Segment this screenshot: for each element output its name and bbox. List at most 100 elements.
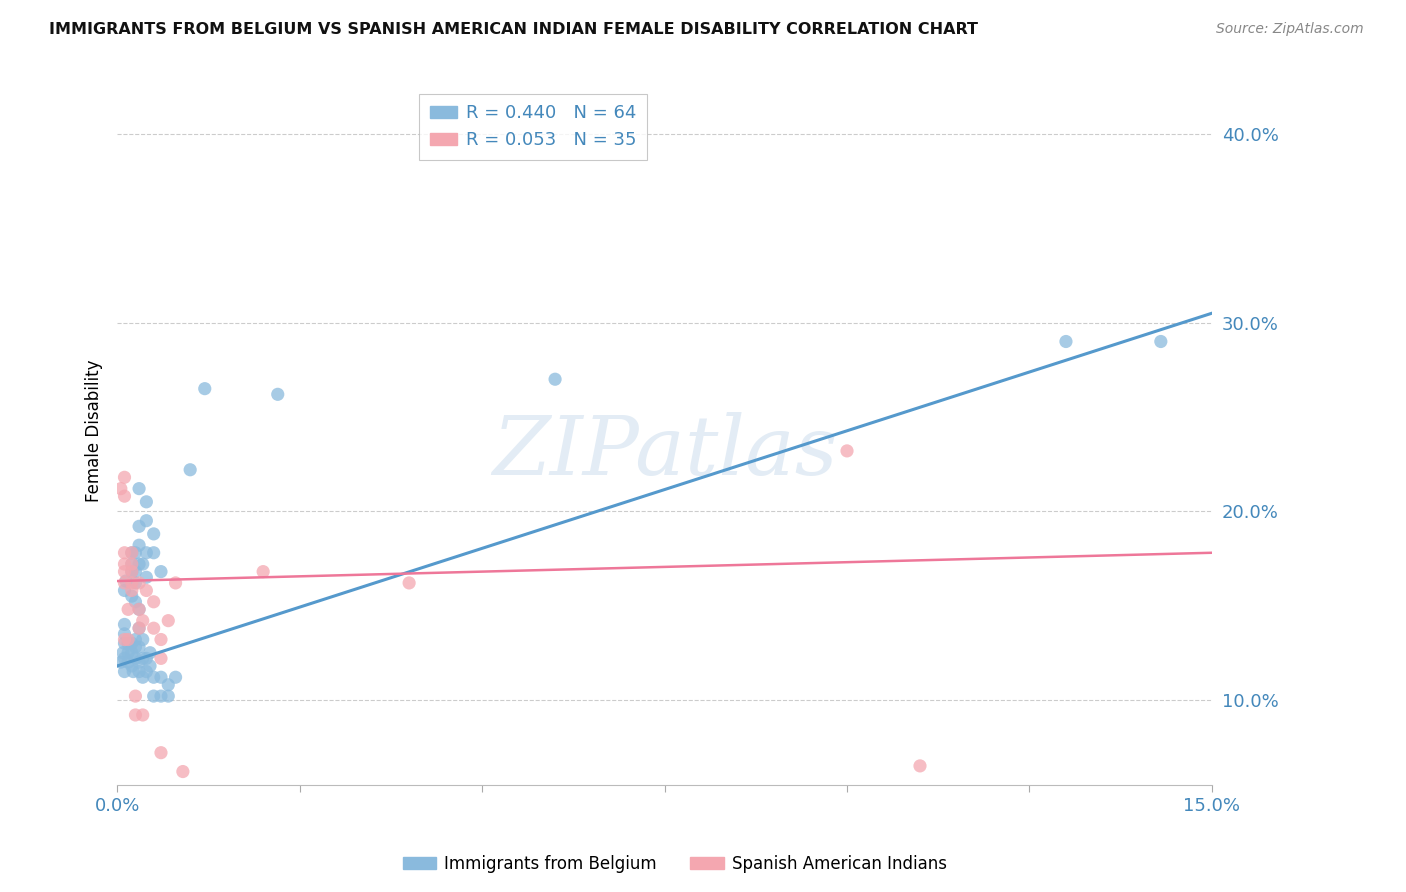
Point (132, 557, 155, 571)
Point (149, 670, 172, 684)
Point (121, 565, 143, 579)
Point (135, 583, 157, 598)
Point (114, 489, 136, 503)
Point (121, 557, 143, 571)
Point (128, 665, 150, 679)
Point (114, 546, 136, 560)
Point (114, 627, 136, 641)
Point (128, 621, 150, 635)
Point (835, 443, 858, 458)
Point (398, 576, 420, 591)
Point (110, 482, 132, 496)
Point (114, 576, 136, 591)
Point (149, 746, 172, 760)
Point (149, 632, 172, 647)
Point (149, 689, 172, 703)
Point (135, 514, 157, 528)
Point (128, 602, 150, 616)
Point (157, 689, 180, 703)
Point (157, 614, 180, 628)
Point (142, 546, 165, 560)
Point (128, 655, 150, 669)
Point (142, 621, 165, 635)
Point (122, 665, 145, 679)
Point (128, 557, 150, 571)
Point (165, 576, 187, 591)
Y-axis label: Female Disability: Female Disability (86, 359, 103, 502)
Point (117, 636, 139, 650)
Text: Source: ZipAtlas.com: Source: ZipAtlas.com (1216, 22, 1364, 37)
Point (142, 670, 165, 684)
Legend: R = 0.440   N = 64, R = 0.053   N = 35: R = 0.440 N = 64, R = 0.053 N = 35 (419, 94, 647, 161)
Point (121, 646, 143, 660)
Point (194, 382, 217, 396)
Point (117, 646, 139, 660)
Legend: Immigrants from Belgium, Spanish American Indians: Immigrants from Belgium, Spanish America… (396, 848, 953, 880)
Point (117, 655, 139, 669)
Point (179, 463, 201, 477)
Point (114, 617, 136, 632)
Point (121, 583, 143, 598)
Point (110, 655, 132, 669)
Point (124, 640, 146, 654)
Point (172, 764, 194, 779)
Point (121, 565, 143, 579)
Point (114, 636, 136, 650)
Point (124, 632, 146, 647)
Point (121, 576, 143, 591)
Point (149, 565, 172, 579)
Text: ZIPatlas: ZIPatlas (492, 412, 838, 492)
Point (132, 651, 155, 665)
Point (544, 372, 567, 386)
Point (135, 546, 157, 560)
Point (128, 482, 150, 496)
Point (114, 632, 136, 647)
Point (114, 565, 136, 579)
Point (114, 583, 136, 598)
Point (124, 689, 146, 703)
Point (252, 565, 274, 579)
Point (121, 589, 143, 603)
Point (112, 646, 135, 660)
Point (132, 670, 155, 684)
Point (117, 602, 139, 616)
Point (115, 574, 138, 588)
Point (139, 659, 162, 673)
Point (121, 557, 143, 571)
Point (114, 651, 136, 665)
Point (114, 557, 136, 571)
Point (128, 602, 150, 616)
Point (142, 595, 165, 609)
Point (121, 546, 143, 560)
Text: IMMIGRANTS FROM BELGIUM VS SPANISH AMERICAN INDIAN FEMALE DISABILITY CORRELATION: IMMIGRANTS FROM BELGIUM VS SPANISH AMERI… (49, 22, 979, 37)
Point (128, 576, 150, 591)
Point (128, 519, 150, 533)
Point (124, 565, 146, 579)
Point (142, 527, 165, 541)
Point (121, 636, 143, 650)
Point (124, 708, 146, 723)
Point (117, 632, 139, 647)
Point (165, 670, 187, 684)
Point (132, 632, 155, 647)
Point (157, 678, 180, 692)
Point (128, 538, 150, 552)
Point (128, 621, 150, 635)
Point (139, 646, 162, 660)
Point (1150, 334, 1173, 349)
Point (128, 640, 150, 654)
Point (114, 665, 136, 679)
Point (135, 570, 157, 584)
Point (124, 595, 146, 609)
Point (142, 689, 165, 703)
Point (908, 759, 931, 773)
Point (121, 659, 143, 673)
Point (135, 495, 157, 509)
Point (135, 665, 157, 679)
Point (149, 651, 172, 665)
Point (135, 651, 157, 665)
Point (132, 614, 155, 628)
Point (121, 546, 143, 560)
Point (124, 546, 146, 560)
Point (267, 387, 290, 401)
